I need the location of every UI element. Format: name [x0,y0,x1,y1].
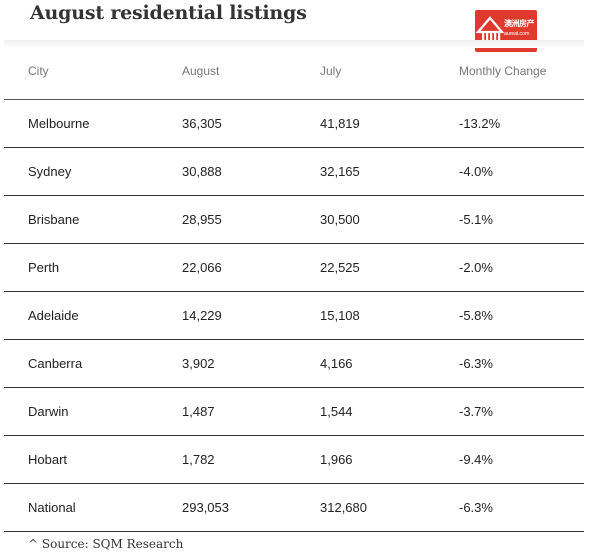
city-cell: Canberra [28,356,83,371]
change-cell: -13.2% [459,116,501,131]
august-cell: 36,305 [182,116,222,131]
city-cell: Brisbane [28,212,80,227]
column-header-monthly-change: Monthly Change [459,64,547,78]
table-row: Canberra 3,902 4,166 -6.3% [4,340,584,388]
column-header-july: July [320,64,342,78]
city-cell: Sydney [28,164,72,179]
july-cell: 1,966 [320,452,353,467]
column-header-august: August [182,64,220,78]
table-row: National 293,053 312,680 -6.3% [4,484,584,532]
july-cell: 15,108 [320,308,360,323]
august-cell: 28,955 [182,212,222,227]
logo-brand-url: aureal.com [504,31,530,37]
column-header-city: City [28,64,49,78]
july-cell: 4,166 [320,356,353,371]
header-divider [4,40,584,48]
july-cell: 22,525 [320,260,360,275]
change-cell: -6.3% [459,356,493,371]
july-cell: 30,500 [320,212,360,227]
table-row: Perth 22,066 22,525 -2.0% [4,244,584,292]
change-cell: -4.0% [459,164,493,179]
change-cell: -2.0% [459,260,493,275]
source-note: ^ Source: SQM Research [28,537,184,551]
change-cell: -3.7% [459,404,493,419]
logo-brand-text: 澳洲房产 [504,19,535,28]
page-title: August residential listings [30,2,307,24]
city-cell: Darwin [28,404,69,419]
july-cell: 41,819 [320,116,360,131]
city-cell: Adelaide [28,308,79,323]
change-cell: -9.4% [459,452,493,467]
table-row: Darwin 1,487 1,544 -3.7% [4,388,584,436]
august-cell: 22,066 [182,260,222,275]
july-cell: 1,544 [320,404,353,419]
table-row: Melbourne 36,305 41,819 -13.2% [4,100,584,148]
change-cell: -5.1% [459,212,493,227]
august-cell: 1,782 [182,452,215,467]
table-row: Sydney 30,888 32,165 -4.0% [4,148,584,196]
city-cell: Melbourne [28,116,90,131]
july-cell: 32,165 [320,164,360,179]
listings-table: City August July Monthly Change Melbourn… [4,48,584,532]
table-header: City August July Monthly Change [4,48,584,100]
table-row: Hobart 1,782 1,966 -9.4% [4,436,584,484]
august-cell: 293,053 [182,500,229,515]
july-cell: 312,680 [320,500,367,515]
city-cell: National [28,500,76,515]
august-cell: 3,902 [182,356,215,371]
city-cell: Hobart [28,452,68,467]
table-row: Brisbane 28,955 30,500 -5.1% [4,196,584,244]
august-cell: 30,888 [182,164,222,179]
change-cell: -6.3% [459,500,493,515]
august-cell: 14,229 [182,308,222,323]
table-row: Adelaide 14,229 15,108 -5.8% [4,292,584,340]
change-cell: -5.8% [459,308,493,323]
city-cell: Perth [28,260,60,275]
august-cell: 1,487 [182,404,215,419]
